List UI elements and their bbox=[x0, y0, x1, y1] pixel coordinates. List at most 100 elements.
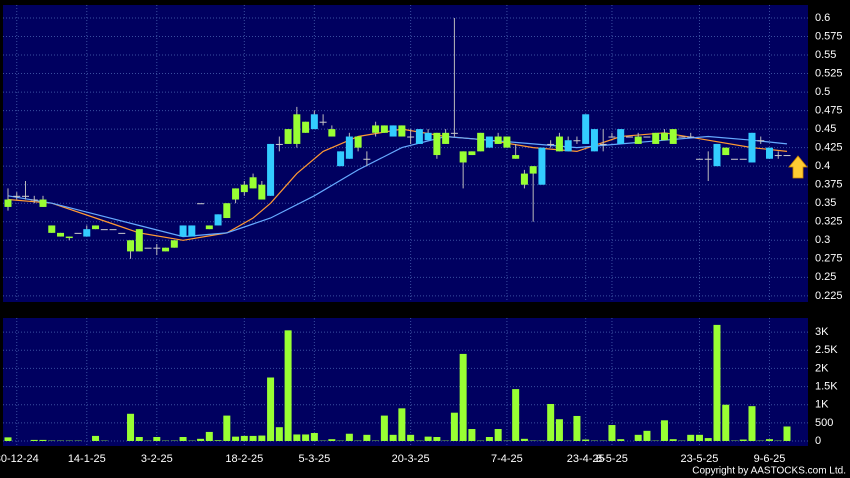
y-tick-label: 0.375 bbox=[815, 179, 843, 191]
candle-body bbox=[555, 136, 563, 152]
candle-body bbox=[223, 203, 231, 219]
candle-body bbox=[643, 136, 651, 138]
candle-body bbox=[380, 125, 388, 133]
candle-body bbox=[590, 129, 598, 152]
candle-body bbox=[302, 121, 310, 133]
x-tick-label: 20-3-25 bbox=[392, 453, 430, 465]
x-tick-label: 14-1-25 bbox=[68, 453, 106, 465]
candle-body bbox=[205, 225, 213, 230]
x-tick-label: 5-3-25 bbox=[298, 453, 330, 465]
volume-bar bbox=[555, 419, 563, 441]
candle-body bbox=[494, 136, 502, 144]
volume-bar bbox=[450, 412, 458, 441]
volume-tick-label: 3K bbox=[815, 326, 829, 338]
plot-layer: 0.6 0.575 0.55 0.525 0.5 0.475 0.45 0.425 0.4 0.3… bbox=[0, 5, 843, 465]
candle-body bbox=[520, 173, 528, 185]
candle-body bbox=[652, 132, 660, 144]
volume-bar bbox=[258, 435, 266, 441]
candle-body bbox=[118, 232, 126, 234]
volume-bar bbox=[582, 439, 590, 441]
volume-bar bbox=[345, 433, 353, 441]
volume-bar bbox=[485, 437, 493, 441]
volume-tick-label: 1.5K bbox=[815, 380, 838, 392]
volume-bar bbox=[310, 433, 318, 441]
volume-bar bbox=[92, 435, 100, 441]
candle-body bbox=[267, 143, 275, 196]
volume-bar bbox=[669, 439, 677, 441]
volume-bar bbox=[127, 413, 135, 441]
candle-body bbox=[258, 184, 266, 200]
candle-body bbox=[92, 225, 100, 230]
candle-body bbox=[275, 143, 283, 145]
candle-body bbox=[22, 195, 30, 197]
volume-tick-label: 2K bbox=[815, 362, 829, 374]
x-tick-label: 18-2-25 bbox=[225, 453, 263, 465]
volume-bar bbox=[494, 429, 502, 441]
y-tick-label: 0.425 bbox=[815, 142, 843, 154]
candle-body bbox=[433, 132, 441, 156]
candle-body bbox=[573, 140, 581, 142]
volume-bar bbox=[214, 440, 222, 441]
candle-body bbox=[197, 203, 205, 205]
candle-body bbox=[354, 136, 362, 148]
x-tick-label: 23-5-25 bbox=[681, 453, 719, 465]
candle-body bbox=[293, 114, 301, 144]
candle-body bbox=[485, 136, 493, 148]
y-tick-label: 0.4 bbox=[815, 160, 830, 172]
candle-body bbox=[415, 129, 423, 144]
volume-bar bbox=[459, 353, 467, 441]
volume-bar bbox=[153, 437, 161, 441]
candle-body bbox=[748, 132, 756, 163]
candle-body bbox=[100, 229, 108, 231]
candle-body bbox=[564, 140, 572, 152]
volume-bar bbox=[512, 389, 520, 441]
candle-body bbox=[538, 147, 546, 185]
candle-body bbox=[757, 140, 765, 142]
volume-bar bbox=[398, 408, 406, 441]
volume-bar bbox=[547, 403, 555, 441]
volume-bar bbox=[573, 415, 581, 441]
candle-body bbox=[48, 225, 56, 233]
candle-body bbox=[512, 155, 520, 159]
candle-body bbox=[337, 151, 345, 167]
y-tick-label: 0.45 bbox=[815, 123, 836, 135]
candle-body bbox=[135, 229, 143, 252]
y-tick-label: 0.25 bbox=[815, 271, 836, 283]
volume-bar bbox=[765, 439, 773, 441]
volume-bar bbox=[783, 426, 791, 441]
volume-bar bbox=[284, 330, 292, 441]
candle-body bbox=[249, 177, 257, 189]
y-tick-label: 0.225 bbox=[815, 290, 843, 302]
volume-tick-label: 500 bbox=[815, 417, 833, 429]
candle-body bbox=[240, 184, 248, 193]
candle-body bbox=[617, 129, 625, 144]
candle-body bbox=[144, 247, 152, 249]
candle-body bbox=[372, 125, 380, 133]
candle-body bbox=[284, 129, 292, 144]
y-tick-label: 0.475 bbox=[815, 105, 843, 117]
x-tick-label: 30-12-24 bbox=[0, 453, 39, 465]
volume-bar bbox=[30, 439, 38, 441]
candle-body bbox=[57, 232, 65, 237]
candle-body bbox=[153, 247, 161, 249]
y-tick-label: 0.525 bbox=[815, 67, 843, 79]
last-price-arrow bbox=[788, 155, 808, 179]
volume-bar bbox=[695, 434, 703, 441]
volume-bar bbox=[267, 377, 275, 441]
y-tick-label: 0.55 bbox=[815, 49, 836, 61]
candle-body bbox=[722, 147, 730, 156]
volume-bar bbox=[608, 425, 616, 441]
x-tick-label: 9-6-25 bbox=[754, 453, 786, 465]
candle-body bbox=[74, 232, 82, 234]
volume-bar bbox=[328, 439, 336, 441]
y-tick-label: 0.275 bbox=[815, 253, 843, 265]
x-tick-label: 8-5-25 bbox=[596, 453, 628, 465]
volume-bar bbox=[197, 438, 205, 441]
volume-bar bbox=[687, 434, 695, 441]
volume-bar bbox=[179, 437, 187, 441]
candle-body bbox=[30, 199, 38, 201]
candle-body bbox=[162, 247, 170, 252]
candle-body bbox=[783, 155, 791, 157]
candle-body bbox=[389, 125, 397, 137]
